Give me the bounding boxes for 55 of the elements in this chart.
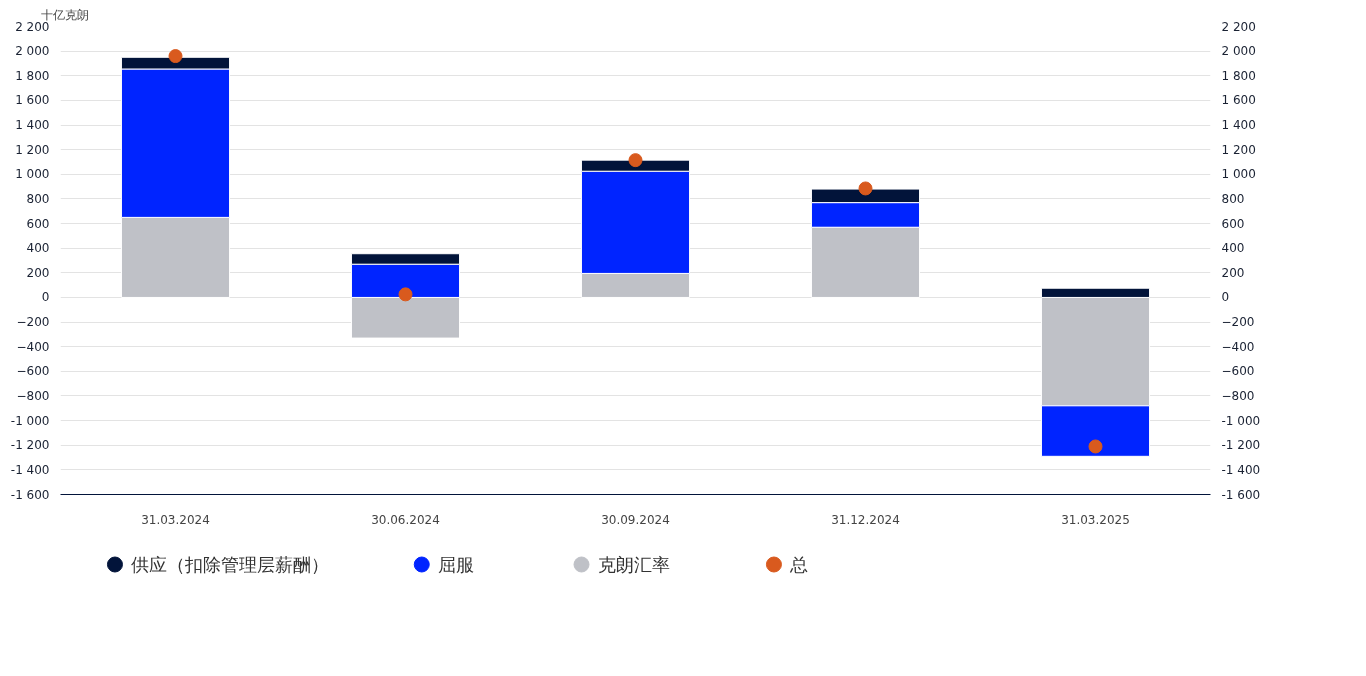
y2-tick-label: 0 (1221, 290, 1230, 305)
y-tick-label: -1 000 (10, 413, 50, 428)
y-tick-label: 200 (26, 265, 50, 280)
y-tick-label: -1 200 (10, 438, 50, 453)
point (398, 287, 413, 302)
y2-tick-label: −800 (1221, 388, 1255, 403)
y2-tick-label: 2 200 (1221, 19, 1256, 34)
y2-tick-label: -1 400 (1221, 462, 1261, 477)
y2-tick-label: -1 600 (1221, 487, 1261, 502)
y-tick-label: 2 000 (15, 44, 50, 59)
y-tick-label: 1 800 (15, 68, 50, 83)
y-tick-label: 1 400 (15, 118, 50, 133)
y2-tick-label: 2 000 (1221, 44, 1256, 59)
x-tick-label: 30.09.2024 (601, 512, 670, 527)
y-tick-label: 2 200 (15, 19, 50, 34)
y2-tick-label: 800 (1221, 191, 1245, 206)
y-tick-label: -1 400 (10, 462, 50, 477)
y-axis-title: 十亿克朗 (40, 7, 89, 22)
legend-label: 屈服 (438, 554, 475, 575)
y-tick-label: −600 (16, 364, 50, 379)
x-tick-label: 31.03.2024 (141, 512, 210, 527)
x-tick-label: 30.06.2024 (371, 512, 440, 527)
y2-tick-label: 1 000 (1221, 167, 1256, 182)
legend-label: 总 (789, 554, 809, 575)
y-tick-label: 1 000 (15, 167, 50, 182)
y2-tick-label: 600 (1221, 216, 1245, 231)
y-tick-label: 800 (26, 191, 50, 206)
point (858, 181, 873, 196)
y2-tick-label: 1 400 (1221, 118, 1256, 133)
x-tick-label: 31.03.2025 (1061, 512, 1130, 527)
y-tick-label: −200 (16, 315, 50, 330)
x-tick-label: 31.12.2024 (831, 512, 900, 527)
y2-tick-label: 1 200 (1221, 142, 1256, 157)
y2-tick-label: 200 (1221, 265, 1245, 280)
y-tick-label: 1 600 (15, 93, 50, 108)
y-tick-label: −400 (16, 339, 50, 354)
y-tick-label: -1 600 (10, 487, 50, 502)
legend-label: 克朗汇率 (597, 554, 670, 575)
y-tick-label: 400 (26, 241, 50, 256)
y2-tick-label: −200 (1221, 315, 1255, 330)
y2-tick-label: 1 600 (1221, 93, 1256, 108)
y2-tick-label: 1 800 (1221, 68, 1256, 83)
y2-tick-label: −600 (1221, 364, 1255, 379)
point (168, 49, 183, 64)
point (1088, 439, 1103, 454)
point (628, 153, 643, 168)
y2-tick-label: 400 (1221, 241, 1245, 256)
y-tick-label: 600 (26, 216, 50, 231)
y-tick-label: 1 200 (15, 142, 50, 157)
legend-label: 供应（扣除管理层薪酬） (131, 554, 330, 575)
y2-tick-label: −400 (1221, 339, 1255, 354)
y2-tick-label: -1 200 (1221, 438, 1261, 453)
y-tick-label: 0 (41, 290, 50, 305)
y2-tick-label: -1 000 (1221, 413, 1261, 428)
y-tick-label: −800 (16, 388, 50, 403)
